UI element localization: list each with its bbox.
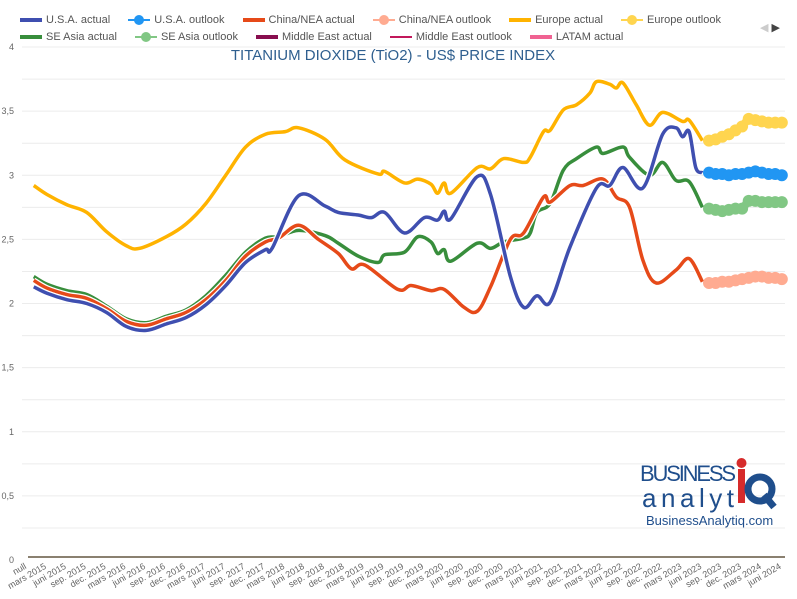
y-tick-label: 4	[9, 42, 14, 52]
data-point-europe-outlook	[775, 116, 788, 129]
legend-label: Europe outlook	[646, 13, 721, 26]
legend-item[interactable]: U.S.A. actual	[20, 14, 110, 26]
legend-row: SE Asia actual SE Asia outlook Middle East…	[20, 28, 750, 45]
y-tick-label: 0	[9, 555, 14, 565]
legend-label: Middle East actual	[282, 30, 372, 43]
chart-title: TITANIUM DIOXIDE (TiO2) - US$ PRICE INDE…	[231, 47, 555, 64]
legend-item[interactable]: Middle East actual	[256, 31, 372, 43]
legend-label: China/NEA actual	[268, 13, 355, 26]
data-point-se-asia-outlook	[775, 196, 788, 209]
legend-label: SE Asia outlook	[160, 30, 238, 43]
legend-swatch-icon	[242, 15, 265, 25]
legend-swatch-icon	[20, 15, 42, 25]
logo-line2: analyt	[642, 483, 735, 513]
legend-swatch-icon	[256, 32, 278, 42]
logo-url: BusinessAnalytiq.com	[646, 513, 773, 528]
legend-item[interactable]: U.S.A. outlook	[128, 13, 225, 26]
y-tick-label: 3	[9, 170, 14, 180]
legend-label: Middle East outlook	[415, 30, 512, 43]
y-tick-label: 3,5	[1, 106, 14, 116]
series-line-u-s-a-actual	[32, 125, 704, 333]
legend-swatch-icon	[128, 14, 151, 25]
legend-pager: ◀ ▶	[760, 21, 780, 34]
data-point-china-nea-outlook	[775, 273, 788, 286]
legend-item[interactable]: SE Asia outlook	[134, 30, 238, 43]
legend-next-arrow-icon[interactable]: ▶	[771, 22, 780, 34]
logo-line1: BUSINESS	[640, 461, 736, 486]
y-tick-label: 2	[9, 299, 14, 309]
legend-label: SE Asia actual	[46, 30, 117, 43]
legend-label: Europe actual	[535, 13, 603, 26]
legend-swatch-icon	[509, 15, 532, 25]
y-tick-label: 0,5	[1, 491, 14, 501]
legend-swatch-icon	[389, 32, 412, 42]
legend-item[interactable]: SE Asia actual	[20, 31, 117, 43]
legend-prev-arrow-icon[interactable]: ◀	[760, 22, 769, 34]
y-tick-label: 1	[9, 427, 14, 437]
legend-item[interactable]: Europe actual	[509, 14, 603, 26]
legend-label: U.S.A. actual	[46, 13, 111, 26]
legend-swatch-icon	[134, 31, 157, 42]
legend-label: China/NEA outlook	[398, 13, 492, 26]
series-halo-u-s-a-actual	[32, 123, 705, 334]
legend-row: U.S.A. actual U.S.A. outlook China/NEA act…	[20, 11, 750, 28]
y-tick-label: 2,5	[1, 234, 14, 244]
legend-item[interactable]: China/NEA actual	[242, 13, 355, 26]
legend-swatch-icon	[529, 32, 552, 42]
legend-label: U.S.A. outlook	[154, 13, 225, 26]
series-line-europe-actual	[32, 79, 704, 251]
y-tick-label: 1,5	[1, 363, 14, 373]
legend-item[interactable]: Europe outlook	[620, 13, 721, 26]
legend-swatch-icon	[372, 14, 395, 25]
legend-swatch-icon	[620, 14, 643, 25]
legend-item[interactable]: LATAM actual	[529, 30, 624, 43]
chart-legend: U.S.A. actual U.S.A. outlook China/NEA act…	[20, 11, 750, 45]
legend-item[interactable]: Middle East outlook	[389, 30, 512, 43]
legend-swatch-icon	[20, 32, 42, 42]
legend-item[interactable]: China/NEA outlook	[372, 13, 492, 26]
legend-label: LATAM actual	[555, 30, 624, 43]
data-point-u-s-a-outlook	[775, 169, 788, 182]
series-halo-europe-actual	[32, 78, 705, 252]
businessanalytiq-logo: BUSINESS analyt BusinessAnalytiq.com	[640, 455, 780, 535]
